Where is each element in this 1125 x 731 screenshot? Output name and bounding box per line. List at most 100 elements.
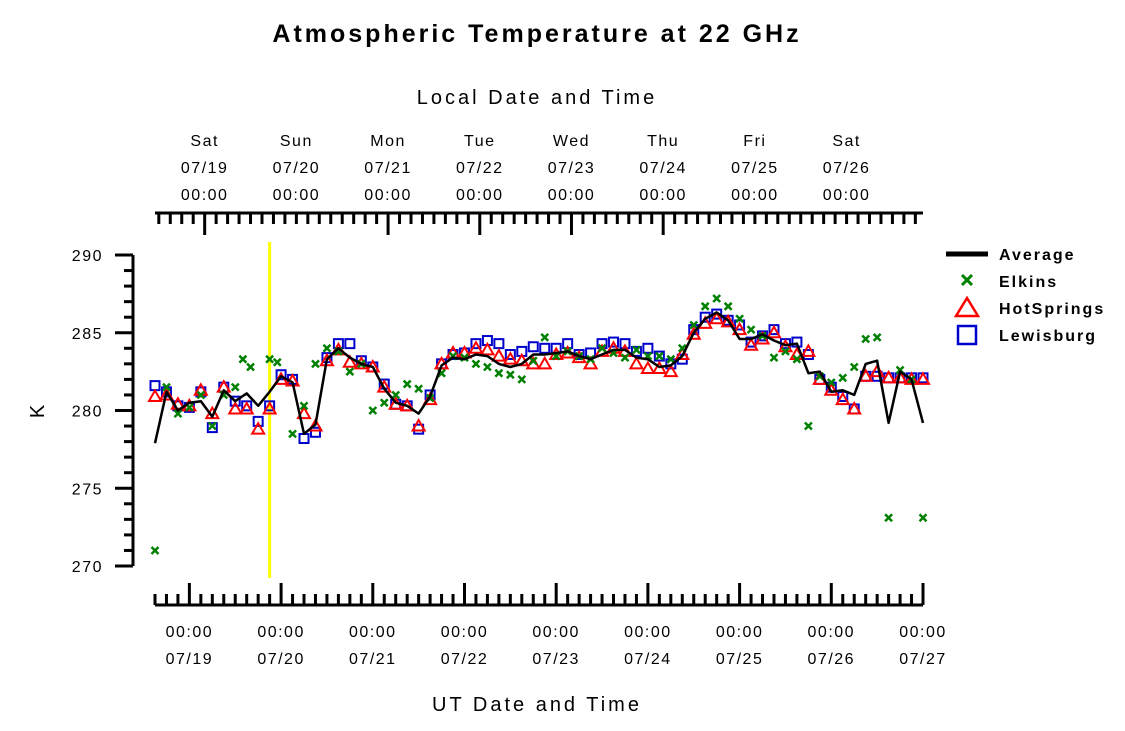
top-tick-date: 07/19 (181, 160, 229, 177)
bottom-tick-time: 00:00 (624, 624, 672, 641)
elkins-point (379, 398, 389, 408)
bottom-tick-time: 00:00 (166, 624, 214, 641)
top-tick-date: 07/26 (823, 160, 871, 177)
legend-item-average: Average (946, 247, 1076, 264)
plot-area (147, 294, 931, 555)
elkins-point (528, 356, 538, 366)
y-tick-label: 280 (72, 404, 103, 421)
hotsprings-point (410, 418, 427, 432)
bottom-tick-time: 00:00 (899, 624, 947, 641)
hotsprings-point (674, 346, 691, 361)
legend-label: Lewisburg (999, 328, 1097, 345)
hotsprings-point (663, 363, 679, 378)
elkins-point (735, 314, 744, 324)
bottom-tick-date: 07/25 (716, 651, 764, 668)
elkins-point (620, 353, 630, 363)
hotsprings-point (835, 391, 851, 406)
bottom-axis: 00:00 07/19 00:00 07/20 00:00 07/21 00:00 07/22… (153, 583, 947, 668)
hotsprings-point (250, 421, 266, 435)
lewisburg-point (309, 426, 321, 438)
top-tick-time: 00:00 (364, 187, 412, 204)
hotsprings-point (491, 348, 507, 362)
lewisburg-point (608, 336, 620, 348)
legend-item-elkins: Elkins (960, 273, 1056, 291)
hotsprings-point (880, 369, 897, 384)
elkins-point (723, 301, 733, 311)
top-tick-time: 00:00 (548, 187, 596, 204)
elkins-point (299, 401, 309, 411)
y-axis-label: K (27, 402, 49, 418)
lewisburg-point (470, 338, 482, 350)
lewisburg-point (504, 349, 516, 361)
bottom-tick-date: 07/20 (257, 651, 305, 668)
hotsprings-point (261, 400, 278, 415)
top-tick-date: 07/22 (456, 160, 504, 177)
hotsprings-point (731, 321, 748, 336)
top-tick-date: 07/24 (639, 160, 687, 177)
elkins-point (826, 378, 836, 387)
elkins-point (654, 351, 664, 361)
elkins-point (230, 382, 240, 392)
elkins-point (402, 379, 412, 389)
y-tick-label: 275 (72, 481, 103, 498)
top-tick-day: Sat (190, 133, 219, 150)
elkins-point (769, 353, 779, 363)
elkins-point (872, 333, 882, 342)
top-tick-day: Sat (832, 133, 861, 150)
hotsprings-point (628, 355, 645, 370)
elkins-point (150, 546, 160, 555)
legend-label: Average (999, 247, 1076, 264)
top-tick-date: 07/21 (364, 160, 412, 177)
elkins-point (861, 334, 871, 344)
top-tick-day: Tue (464, 133, 495, 150)
hotsprings-point (296, 405, 312, 420)
bottom-tick-date: 07/27 (899, 651, 947, 668)
elkins-point (173, 409, 183, 418)
legend-label: HotSprings (999, 301, 1105, 318)
top-tick-date: 07/25 (731, 160, 779, 177)
elkins-point (632, 345, 641, 355)
legend-swatch-square (956, 324, 978, 346)
lewisburg-point (252, 415, 264, 427)
bottom-tick-time: 00:00 (441, 624, 489, 641)
legend-item-lewisburg: Lewisburg (956, 324, 1097, 346)
bottom-tick-time: 00:00 (808, 624, 856, 641)
elkins-point (792, 354, 802, 364)
lewisburg-point (298, 432, 310, 444)
hotsprings-point (743, 337, 759, 351)
hotsprings-point (342, 354, 358, 368)
elkins-point (689, 320, 699, 330)
elkins-point (758, 331, 767, 341)
elkins-point (238, 354, 248, 364)
elkins-point (918, 513, 928, 523)
lewisburg-point (344, 338, 356, 350)
bottom-tick-date: 07/24 (624, 651, 672, 668)
elkins-point (471, 359, 481, 369)
bottom-tick-time: 00:00 (349, 624, 397, 641)
elkins-point (265, 354, 275, 364)
top-tick-day: Thu (647, 133, 679, 150)
elkins-point (781, 347, 790, 356)
hotsprings-point (479, 341, 496, 356)
elkins-point (505, 370, 515, 380)
hotsprings-point (537, 355, 553, 370)
top-tick-time: 00:00 (273, 187, 321, 204)
hotsprings-point (158, 386, 175, 401)
elkins-point (746, 325, 756, 335)
top-tick-date: 07/23 (548, 160, 596, 177)
top-tick-day: Fri (743, 133, 766, 150)
top-tick-time: 00:00 (731, 187, 779, 204)
y-axis: 270 275 280 285 290 (72, 248, 135, 576)
lewisburg-point (527, 341, 539, 353)
elkins-point (311, 359, 320, 369)
elkins-point (597, 343, 607, 353)
hotsprings-point (147, 388, 163, 403)
bottom-tick-date: 07/22 (441, 651, 489, 668)
top-tick-time: 00:00 (639, 187, 687, 204)
series-average (153, 311, 925, 444)
elkins-point (246, 362, 255, 372)
elkins-point (391, 390, 401, 400)
top-tick-time: 00:00 (456, 187, 504, 204)
hotsprings-point (686, 326, 702, 340)
lewisburg-point (539, 342, 551, 354)
